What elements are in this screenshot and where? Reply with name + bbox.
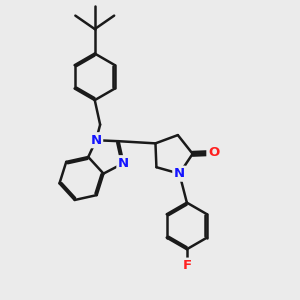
- Text: O: O: [208, 146, 219, 160]
- Text: N: N: [118, 157, 129, 170]
- Text: F: F: [182, 259, 191, 272]
- Text: N: N: [91, 134, 102, 147]
- Text: N: N: [174, 167, 185, 180]
